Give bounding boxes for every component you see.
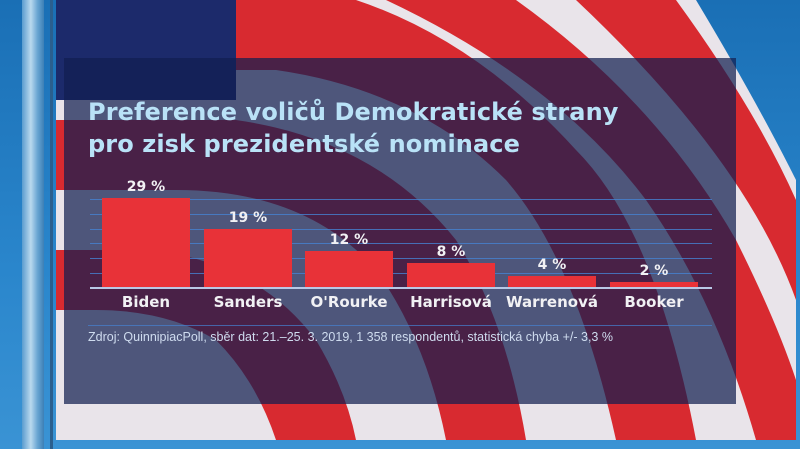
gridline (90, 214, 712, 215)
flagpole (22, 0, 44, 449)
value-label: 29 % (126, 179, 166, 195)
category-label: Booker (624, 293, 684, 311)
category-label: Biden (121, 293, 171, 311)
flagpole-shadow (50, 0, 53, 449)
bar-warrenova (508, 276, 596, 287)
gridline (90, 199, 712, 200)
bar-sanders (204, 229, 292, 287)
source-separator (88, 325, 712, 326)
chart-title: Preference voličů Demokratické strany pr… (88, 96, 708, 160)
bar-orourke (305, 251, 393, 287)
value-label: 4 % (537, 257, 567, 273)
value-label: 19 % (228, 210, 268, 226)
x-axis-baseline (90, 287, 712, 289)
source-note: Zdroj: QuinnipiacPoll, sběr dat: 21.–25.… (88, 330, 613, 344)
title-line-2: pro zisk prezidentské nominace (88, 130, 520, 158)
category-label: Sanders (213, 293, 283, 311)
category-label: O'Rourke (310, 293, 388, 311)
category-label: Warrenová (506, 293, 598, 311)
value-label: 8 % (436, 244, 466, 260)
gridline (90, 229, 712, 230)
category-label: Harrisová (410, 293, 492, 311)
value-label: 12 % (329, 232, 369, 248)
gridline (90, 243, 712, 244)
bar-booker (610, 282, 698, 287)
gridline (90, 258, 712, 259)
bar-biden (102, 198, 190, 287)
bar-harrisova (407, 263, 495, 287)
title-line-1: Preference voličů Demokratické strany (88, 98, 619, 126)
value-label: 2 % (639, 263, 669, 279)
gridline (90, 273, 712, 274)
bar-chart: 29 % 19 % 12 % 8 % 4 % 2 % Biden Sanders… (90, 170, 712, 320)
